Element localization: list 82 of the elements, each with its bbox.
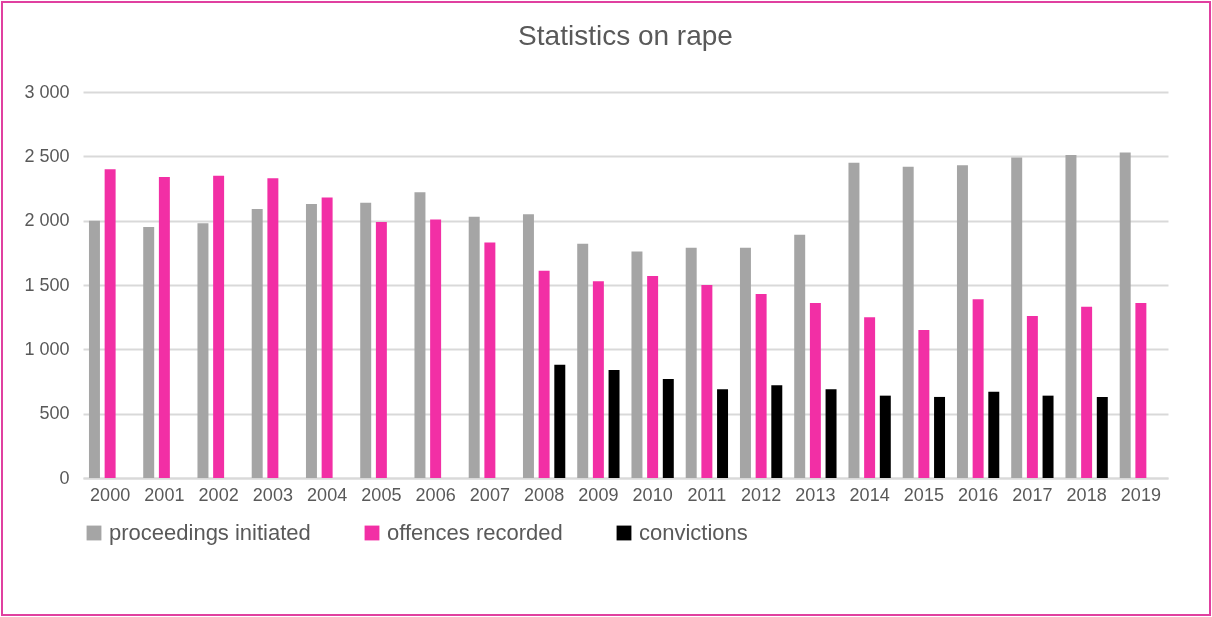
bar xyxy=(608,369,620,478)
bar xyxy=(468,216,480,478)
bar xyxy=(755,294,767,478)
bar xyxy=(685,247,697,478)
bar xyxy=(1119,152,1131,478)
bar xyxy=(158,176,170,478)
y-tick-label: 3 000 xyxy=(24,81,70,102)
bar xyxy=(104,169,116,478)
bar xyxy=(988,391,1000,478)
x-tick-label: 2001 xyxy=(144,484,185,505)
bar xyxy=(251,209,263,478)
x-tick-label: 2006 xyxy=(415,484,456,505)
bar xyxy=(213,175,225,478)
x-tick-label: 2017 xyxy=(1012,484,1053,505)
bar xyxy=(197,223,209,478)
bar xyxy=(375,221,387,478)
bar xyxy=(430,219,442,478)
bar xyxy=(1135,303,1147,478)
y-tick-label: 2 000 xyxy=(24,210,70,231)
bar xyxy=(1042,395,1054,478)
x-tick-label: 2019 xyxy=(1120,484,1161,505)
bar xyxy=(554,364,566,478)
bar xyxy=(848,162,860,478)
chart-title: Statistics on rape xyxy=(518,20,733,51)
bar xyxy=(577,243,589,478)
bar xyxy=(522,214,534,478)
y-tick-label: 1 500 xyxy=(24,274,70,295)
y-tick-label: 500 xyxy=(39,403,70,424)
x-tick-label: 2008 xyxy=(524,484,565,505)
bar xyxy=(414,192,426,478)
x-tick-label: 2011 xyxy=(687,484,727,505)
x-tick-label: 2002 xyxy=(198,484,239,505)
x-tick-label: 2005 xyxy=(361,484,402,505)
x-tick-label: 2003 xyxy=(252,484,293,505)
bar xyxy=(1096,396,1108,478)
bar xyxy=(879,395,891,478)
x-tick-label: 2000 xyxy=(90,484,131,505)
x-tick-label: 2015 xyxy=(903,484,944,505)
bar xyxy=(305,203,317,478)
x-tick-label: 2018 xyxy=(1066,484,1107,505)
bar xyxy=(321,197,333,478)
legend-label: convictions xyxy=(639,520,748,545)
bar xyxy=(809,303,821,478)
bar xyxy=(918,330,930,478)
bar xyxy=(484,242,496,478)
y-tick-label: 2 500 xyxy=(24,145,70,166)
bar xyxy=(1026,315,1038,478)
bar xyxy=(1081,306,1093,478)
x-tick-label: 2013 xyxy=(795,484,836,505)
bar xyxy=(956,165,968,478)
bar xyxy=(88,220,100,478)
bar xyxy=(662,378,674,478)
bar xyxy=(267,178,279,478)
x-tick-label: 2010 xyxy=(632,484,673,505)
legend-label: proceedings initiated xyxy=(109,520,311,545)
bar xyxy=(701,285,713,478)
x-tick-label: 2016 xyxy=(958,484,999,505)
bar xyxy=(794,234,806,478)
bar xyxy=(538,270,550,478)
bar xyxy=(631,251,643,478)
bar xyxy=(143,227,155,478)
bar xyxy=(1011,157,1023,478)
bar xyxy=(360,202,372,478)
bar xyxy=(739,247,751,478)
x-tick-label: 2009 xyxy=(578,484,619,505)
x-tick-label: 2014 xyxy=(849,484,890,505)
bar xyxy=(592,281,604,478)
bar xyxy=(934,396,946,478)
x-tick-label: 2012 xyxy=(741,484,782,505)
x-tick-label: 2007 xyxy=(469,484,510,505)
bar xyxy=(771,385,783,478)
y-tick-label: 1 000 xyxy=(24,338,70,359)
bar xyxy=(825,389,837,478)
y-tick-label: 0 xyxy=(59,467,70,488)
x-tick-label: 2004 xyxy=(307,484,348,505)
bar xyxy=(717,389,729,478)
bar xyxy=(864,317,876,478)
bar xyxy=(902,166,914,478)
bar xyxy=(1065,155,1077,478)
bar xyxy=(972,299,984,478)
bar xyxy=(647,275,659,478)
legend-label: offences recorded xyxy=(387,520,563,545)
